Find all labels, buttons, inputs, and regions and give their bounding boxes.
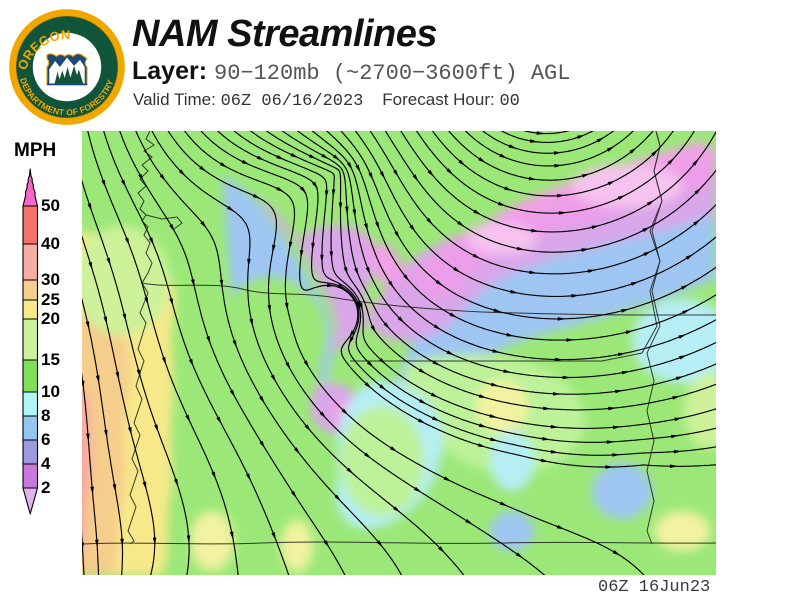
svg-text:30: 30 <box>41 270 60 289</box>
svg-text:15: 15 <box>41 350 60 369</box>
svg-text:40: 40 <box>41 234 60 253</box>
svg-text:10: 10 <box>41 382 60 401</box>
svg-text:25: 25 <box>41 290 60 309</box>
svg-text:50: 50 <box>41 196 60 215</box>
svg-text:20: 20 <box>41 309 60 328</box>
svg-text:2: 2 <box>41 478 50 497</box>
svg-text:6: 6 <box>41 430 50 449</box>
svg-text:8: 8 <box>41 406 50 425</box>
svg-text:4: 4 <box>41 454 51 473</box>
